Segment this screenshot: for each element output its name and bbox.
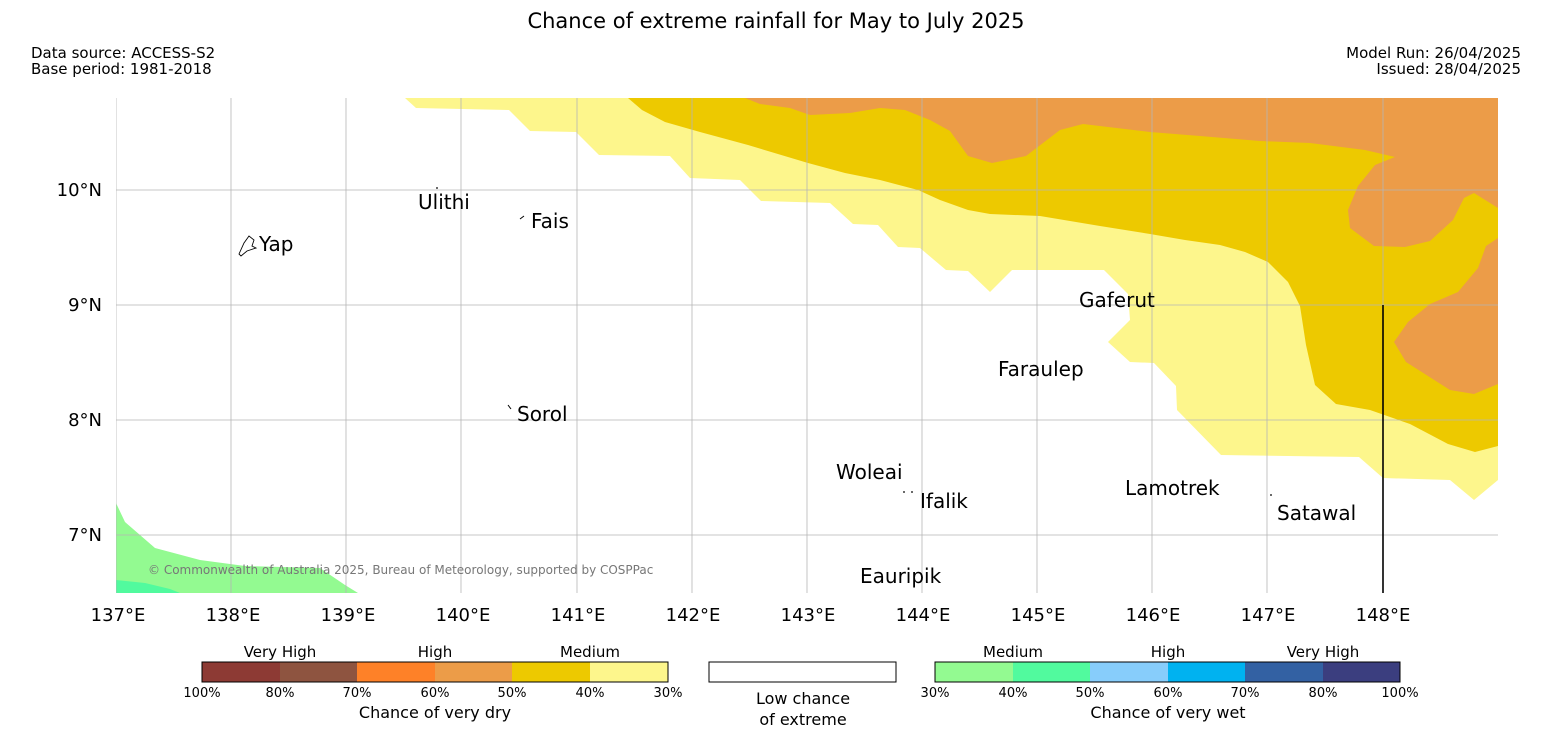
legend-wet-swatch-70-80 (1245, 662, 1323, 682)
place-label-sorol: Sorol (517, 402, 568, 426)
place-label-eauripik: Eauripik (860, 564, 942, 588)
lon-label-137e: 137°E (91, 605, 146, 626)
legend-dry-tick-60: 60% (421, 686, 450, 701)
place-label-woleai: Woleai (836, 460, 903, 484)
data-source: Data source: ACCESS-S2 (31, 44, 216, 62)
legend-dry-tick-100: 100% (183, 686, 220, 701)
place-labels: Ulithi Fais Yap Gaferut Faraulep Sorol W… (258, 190, 1356, 588)
place-label-gaferut: Gaferut (1079, 288, 1155, 312)
legend-dry: Very High High Medium 100% 80% 70% 60% 5… (183, 643, 682, 722)
legend-wet-cat-medium: Medium (983, 643, 1043, 661)
legend-dry-tick-80: 80% (266, 686, 295, 701)
dry-40-50-region (628, 98, 1498, 452)
longitude-labels: 137°E 138°E 139°E 140°E 141°E 142°E 143°… (91, 605, 1411, 626)
place-label-satawal: Satawal (1277, 501, 1356, 525)
legend-low-swatch (708, 661, 897, 683)
lon-label-144e: 144°E (896, 605, 951, 626)
model-run: Model Run: 26/04/2025 (1346, 44, 1521, 62)
lat-label-7n: 7°N (68, 525, 102, 546)
legend-wet-swatch-50-60 (1090, 662, 1168, 682)
wet-30-40-region (116, 503, 358, 593)
ifalik-island-mark-2 (911, 491, 913, 493)
map-frame: © Commonwealth of Australia 2025, Bureau… (116, 98, 1498, 593)
satawal-island-mark (1270, 494, 1272, 496)
legend-dry-swatch-100-80 (202, 662, 280, 682)
legend-wet-swatch-80-100 (1323, 662, 1400, 682)
sorol-island-mark (507, 404, 512, 410)
lon-label-138e: 138°E (206, 605, 261, 626)
legend-wet-tick-50: 50% (1076, 686, 1105, 701)
lon-label-142e: 142°E (666, 605, 721, 626)
legend-wet-cat-high: High (1151, 643, 1185, 661)
legend-dry-border (201, 661, 669, 683)
legend-wet-swatch-30-40 (935, 662, 1013, 682)
place-label-lamotrek: Lamotrek (1125, 476, 1220, 500)
legend-wet-tick-80: 80% (1309, 686, 1338, 701)
place-label-ifalik: Ifalik (920, 489, 968, 513)
copyright-notice: © Commonwealth of Australia 2025, Bureau… (148, 563, 653, 577)
place-label-ulithi: Ulithi (418, 190, 470, 214)
lat-label-8n: 8°N (68, 410, 102, 431)
legend-wet-tick-100: 100% (1381, 686, 1418, 701)
base-period: Base period: 1981-2018 (31, 60, 212, 78)
lat-label-9n: 9°N (68, 295, 102, 316)
legend-wet-tick-30: 30% (921, 686, 950, 701)
legend-dry-tick-70: 70% (343, 686, 372, 701)
lon-label-139e: 139°E (321, 605, 376, 626)
data-source-info: Data source: ACCESS-S2 Base period: 1981… (31, 45, 215, 77)
yap-island-shape (238, 235, 258, 257)
latitude-labels: 10°N 9°N 8°N 7°N (57, 180, 102, 546)
legend-low: Low chance of extreme (708, 661, 897, 729)
legend-wet-tick-70: 70% (1231, 686, 1260, 701)
graticule (116, 98, 1498, 593)
legend-dry-cat-medium: Medium (560, 643, 620, 661)
legend-dry-swatch-60-50 (435, 662, 512, 682)
legend-dry-cat-very-high: Very High (244, 643, 317, 661)
place-label-yap: Yap (258, 232, 293, 256)
legend-dry-tick-50: 50% (498, 686, 527, 701)
lon-label-146e: 146°E (1126, 605, 1181, 626)
page-title: Chance of extreme rainfall for May to Ju… (527, 9, 1025, 33)
legend-wet-cat-very-high: Very High (1287, 643, 1360, 661)
dry-50-60-east-region (1394, 238, 1498, 394)
legend-dry-swatch-40-30 (590, 662, 668, 682)
legend-low-line2: of extreme (759, 710, 846, 729)
legend-wet-title: Chance of very wet (1090, 703, 1245, 722)
legend-dry-tick-30: 30% (654, 686, 683, 701)
legend-wet-swatch-40-50 (1013, 662, 1090, 682)
wet-40-50-region (116, 580, 180, 593)
lat-label-10n: 10°N (57, 180, 102, 201)
ifalik-island-mark-1 (903, 491, 905, 493)
legend-wet: Medium High Very High 30% 40% 50% 60% 70… (921, 643, 1419, 722)
legend-wet-tick-40: 40% (999, 686, 1028, 701)
ulithi-island-mark (436, 187, 438, 189)
legend-dry-title: Chance of very dry (359, 703, 511, 722)
legend-low-line1: Low chance (756, 689, 850, 708)
issued-date: Issued: 28/04/2025 (1376, 60, 1521, 78)
lon-label-147e: 147°E (1241, 605, 1296, 626)
dry-50-60-region (745, 98, 1498, 247)
legend-wet-tick-60: 60% (1154, 686, 1183, 701)
legend-dry-swatch-80-70 (280, 662, 357, 682)
legend-dry-swatch-50-40 (512, 662, 590, 682)
lon-label-140e: 140°E (436, 605, 491, 626)
model-run-info: Model Run: 26/04/2025 Issued: 28/04/2025 (1346, 45, 1521, 77)
lon-label-145e: 145°E (1011, 605, 1066, 626)
lon-label-141e: 141°E (551, 605, 606, 626)
legend-wet-border (934, 661, 1401, 683)
legend-dry-tick-40: 40% (576, 686, 605, 701)
place-label-fais: Fais (531, 209, 569, 233)
legend-wet-swatch-60-70 (1168, 662, 1245, 682)
legend-dry-swatch-70-60 (357, 662, 435, 682)
lon-label-143e: 143°E (781, 605, 836, 626)
lon-label-148e: 148°E (1356, 605, 1411, 626)
fais-island-mark (519, 215, 525, 220)
legend-dry-cat-high: High (418, 643, 452, 661)
place-label-faraulep: Faraulep (998, 357, 1084, 381)
